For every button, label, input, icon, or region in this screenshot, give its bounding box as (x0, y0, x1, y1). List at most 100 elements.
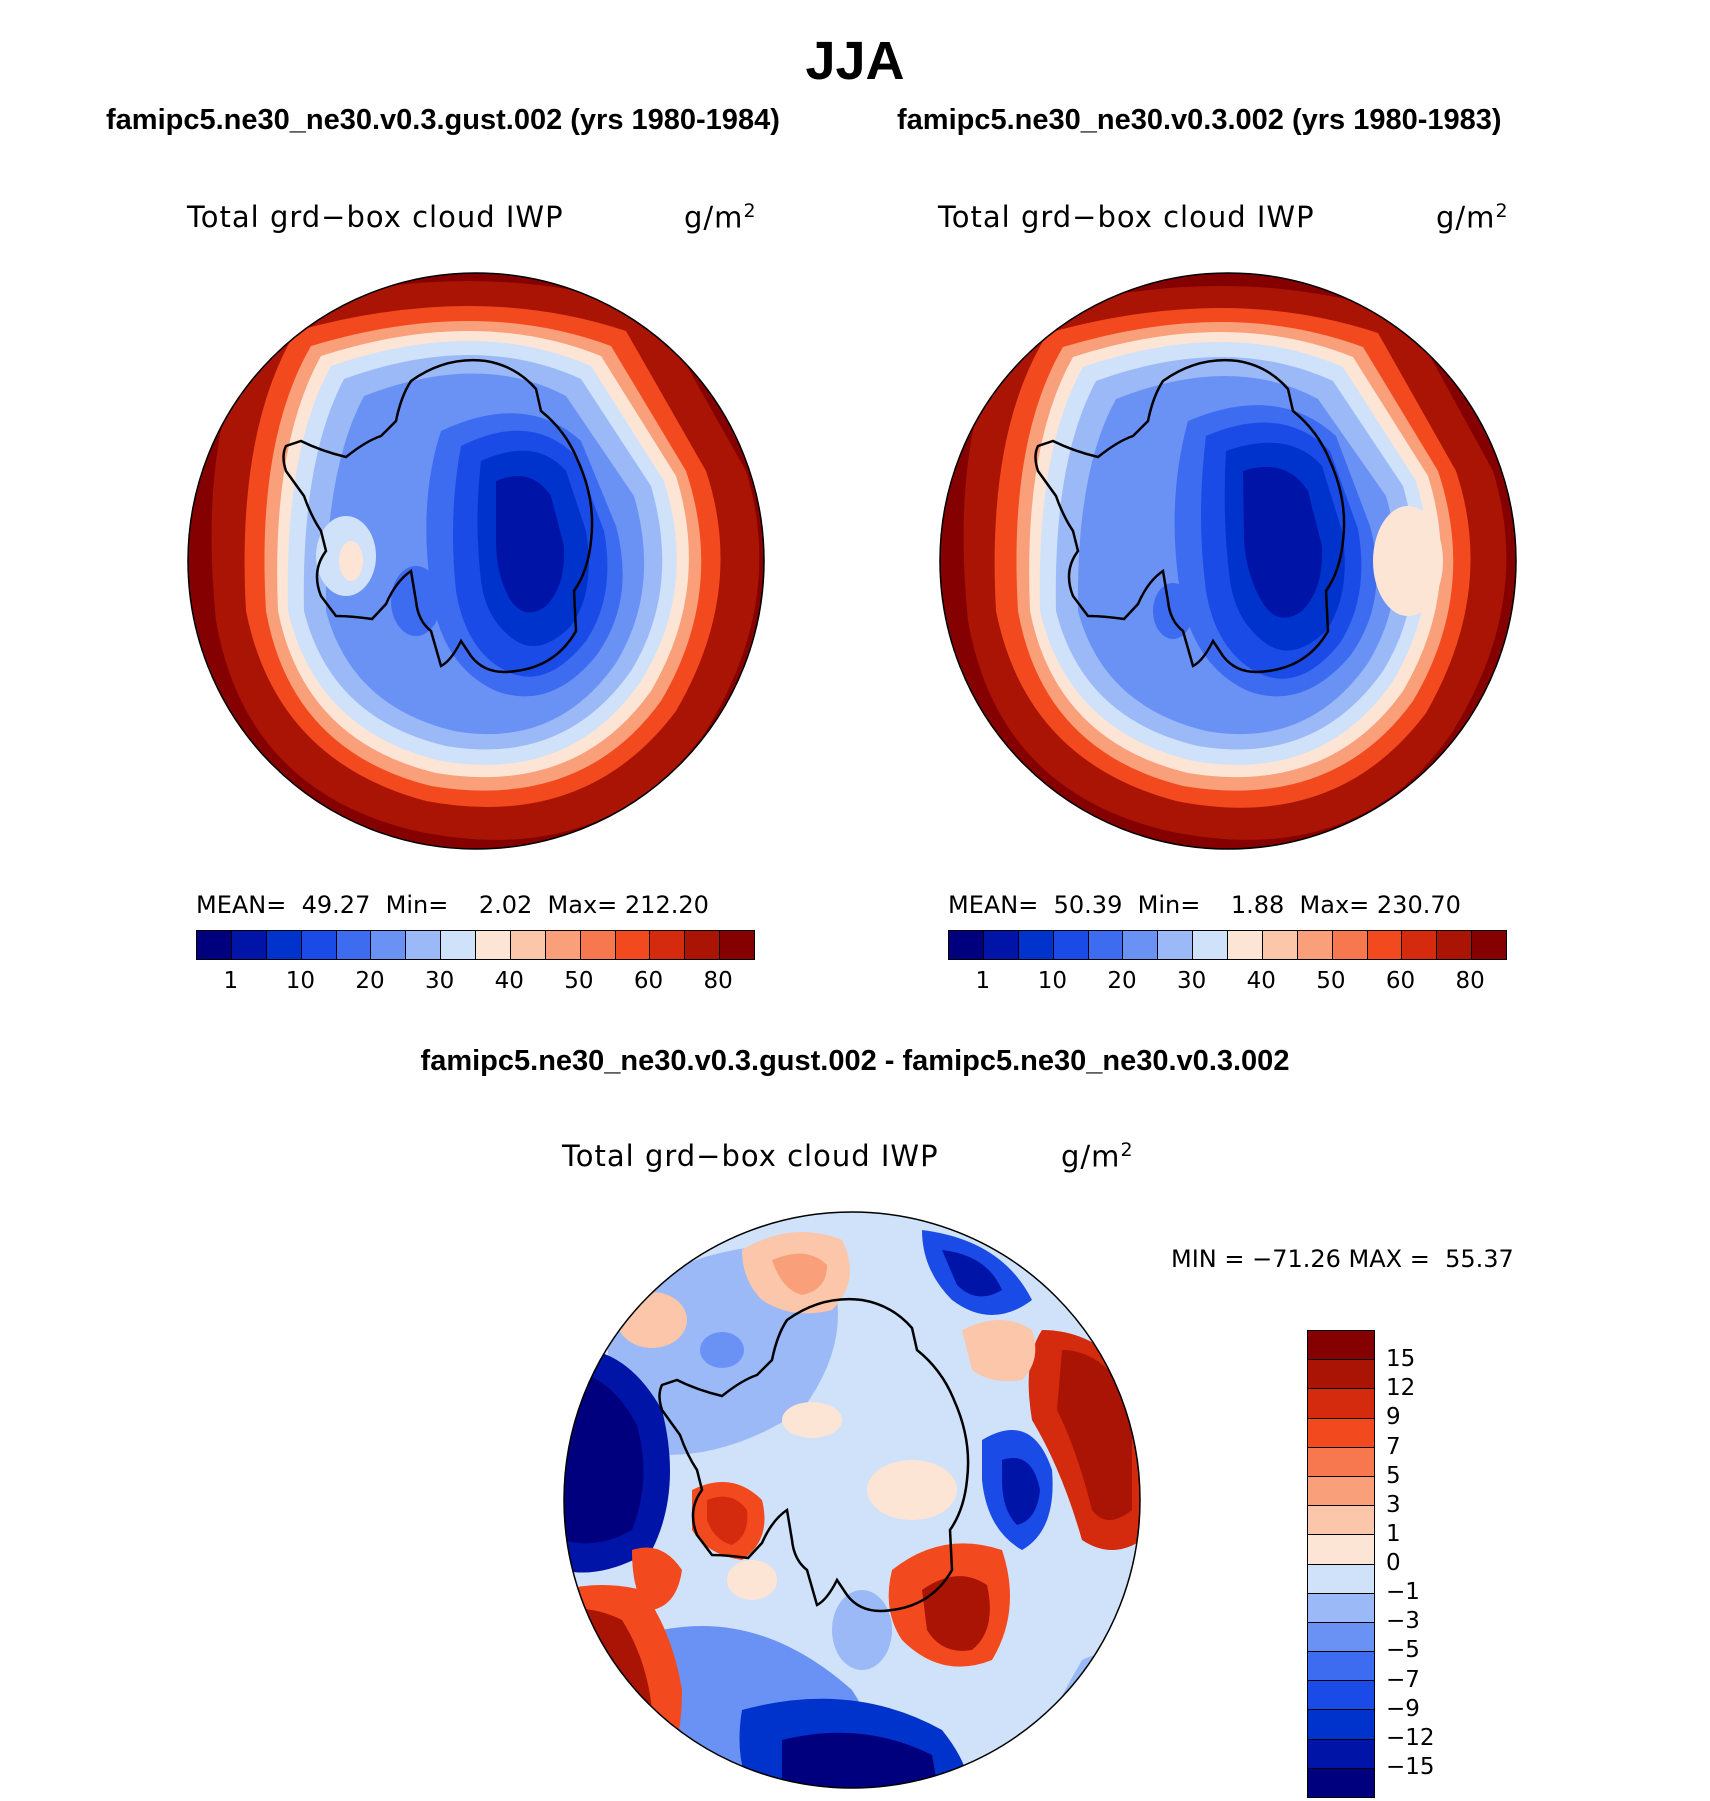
figure-title: JJA (805, 31, 905, 91)
colorbar-tick-label: −9 (1386, 1695, 1420, 1722)
colorbar-swatch (1437, 931, 1473, 959)
colorbar-swatch (1308, 1593, 1374, 1623)
colorbar-swatch (406, 931, 442, 959)
control-antarctica-coastline (1034, 358, 1346, 674)
test-unit-label: g/m2 (684, 200, 757, 235)
colorbar-tick-label: 30 (425, 968, 455, 994)
colorbar-swatch (510, 931, 546, 959)
colorbar-tick-label: 0 (1386, 1550, 1401, 1576)
colorbar-swatch (1228, 931, 1263, 959)
control-stats-line: MEAN= 50.39 Min= 1.88 Max= 230.70 (948, 891, 1461, 919)
colorbar-swatch (1308, 1564, 1374, 1594)
control-colorbar-ticks: 1 10 20 30 40 50 60 80 (948, 968, 1505, 998)
colorbar-swatch (545, 931, 581, 959)
diff-unit-label: g/m2 (1061, 1139, 1134, 1174)
colorbar-tick-label: 10 (1037, 968, 1068, 994)
difference-colorbar-ticks: 15 12 9 7 5 3 1 0 −1 −3 −5 −7 −9 −12 −15 (1386, 1330, 1466, 1796)
colorbar-swatch (1158, 931, 1194, 959)
colorbar-swatch (441, 931, 476, 959)
colorbar-tick-label: 50 (1316, 968, 1346, 994)
colorbar-tick-label: 30 (1177, 968, 1207, 994)
colorbar-swatch (1308, 1622, 1374, 1653)
colorbar-swatch (1262, 931, 1298, 959)
colorbar-tick-label: 80 (703, 968, 733, 994)
colorbar-tick-label: −12 (1386, 1724, 1435, 1751)
colorbar-swatch (1308, 1535, 1374, 1565)
colorbar-swatch (1332, 931, 1368, 959)
colorbar-tick-label: 50 (564, 968, 594, 994)
colorbar-tick-label: −5 (1386, 1637, 1420, 1664)
colorbar-tick-label: −15 (1386, 1753, 1435, 1780)
colorbar-swatch (1018, 931, 1054, 959)
colorbar-swatch (650, 931, 686, 959)
colorbar-swatch (1308, 1389, 1374, 1419)
diff-variable-label: Total grd−box cloud IWP (562, 1139, 939, 1173)
difference-polar-map (563, 1211, 1141, 1789)
colorbar-swatch (949, 931, 984, 959)
control-polar-map (939, 272, 1517, 850)
colorbar-swatch (301, 931, 337, 959)
colorbar-tick-label: 10 (285, 968, 316, 994)
colorbar-tick-label: −3 (1386, 1608, 1420, 1635)
colorbar-swatch (1308, 1331, 1374, 1361)
colorbar-swatch (1308, 1681, 1374, 1711)
colorbar-tick-label: 12 (1386, 1375, 1416, 1402)
colorbar-swatch (1308, 1360, 1374, 1390)
colorbar-swatch (1123, 931, 1159, 959)
colorbar-swatch (983, 931, 1019, 959)
colorbar-swatch (1472, 931, 1506, 959)
colorbar-swatch (1308, 1506, 1374, 1536)
test-stats-line: MEAN= 49.27 Min= 2.02 Max= 212.20 (196, 891, 709, 919)
colorbar-swatch (1402, 931, 1438, 959)
colorbar-swatch (720, 931, 754, 959)
colorbar-swatch (1367, 931, 1403, 959)
colorbar-swatch (266, 931, 302, 959)
colorbar-tick-label: 15 (1386, 1346, 1416, 1373)
colorbar-tick-label: 40 (1246, 968, 1276, 994)
colorbar-tick-label: 7 (1386, 1433, 1401, 1460)
colorbar-tick-label: 20 (1107, 968, 1137, 994)
colorbar-tick-label: 9 (1386, 1404, 1401, 1431)
colorbar-swatch (1297, 931, 1333, 959)
control-map-boundary (939, 272, 1517, 850)
colorbar-tick-label: 40 (494, 968, 524, 994)
colorbar-tick-label: 1 (1386, 1520, 1401, 1547)
diff-minmax-label: MIN = −71.26 MAX = 55.37 (1171, 1245, 1514, 1273)
colorbar-swatch (1193, 931, 1228, 959)
colorbar-tick-label: 1 (975, 968, 991, 994)
control-variable-label: Total grd−box cloud IWP (938, 200, 1315, 234)
test-map-boundary (187, 272, 765, 850)
colorbar-swatch (476, 931, 511, 959)
difference-map-boundary (563, 1211, 1141, 1789)
difference-colorbar (1307, 1330, 1375, 1798)
colorbar-swatch (615, 931, 651, 959)
colorbar-tick-label: 80 (1455, 968, 1485, 994)
colorbar-swatch (1308, 1768, 1374, 1797)
colorbar-swatch (1308, 1652, 1374, 1682)
difference-field-contours (564, 1212, 1140, 1788)
control-field-contours (940, 273, 1516, 849)
colorbar-tick-label: 20 (355, 968, 385, 994)
colorbar-tick-label: −1 (1386, 1579, 1420, 1606)
colorbar-tick-label: 60 (633, 968, 664, 994)
colorbar-swatch (1308, 1739, 1374, 1769)
test-variable-label: Total grd−box cloud IWP (187, 200, 564, 234)
test-polar-map (187, 272, 765, 850)
colorbar-tick-label: 1 (223, 968, 239, 994)
colorbar-tick-label: 60 (1385, 968, 1416, 994)
colorbar-swatch (580, 931, 616, 959)
colorbar-swatch (231, 931, 267, 959)
difference-title: famipc5.ne30_ne30.v0.3.gust.002 - famipc… (420, 1045, 1290, 1077)
colorbar-swatch (1308, 1710, 1374, 1740)
colorbar-swatch (1308, 1476, 1374, 1507)
colorbar-swatch (1308, 1418, 1374, 1448)
colorbar-tick-label: −7 (1386, 1666, 1420, 1693)
difference-antarctica-coastline (658, 1297, 970, 1613)
control-colorbar (948, 930, 1507, 960)
colorbar-tick-label: 5 (1386, 1462, 1401, 1489)
control-unit-label: g/m2 (1436, 200, 1509, 235)
colorbar-swatch (371, 931, 407, 959)
colorbar-swatch (336, 931, 372, 959)
colorbar-swatch (197, 931, 232, 959)
test-colorbar (196, 930, 755, 960)
